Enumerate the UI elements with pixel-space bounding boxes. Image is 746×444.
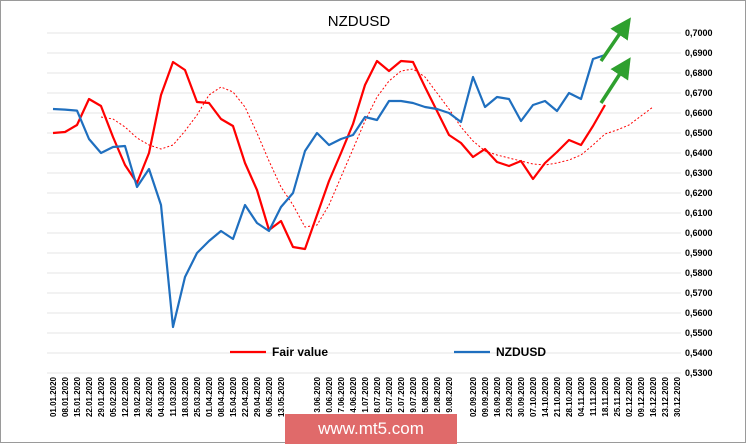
- x-tick-label: 0.06.2020: [325, 376, 334, 412]
- trend-arrows: [599, 17, 631, 104]
- x-tick-label: 29.04.2020: [253, 376, 262, 417]
- legend: Fair value NZDUSD: [230, 345, 546, 359]
- x-tick-label: 30.12.2020: [673, 376, 682, 417]
- x-tick-label: 16.12.2020: [649, 376, 658, 417]
- trend-arrow: [599, 17, 631, 62]
- y-tick-label: 0,6900: [685, 48, 713, 58]
- x-tick-label: 23.12.2020: [661, 376, 670, 417]
- series-line-fair-value: [52, 59, 606, 251]
- x-tick-label: 08.04.2020: [217, 376, 226, 417]
- y-tick-label: 0,6000: [685, 228, 713, 238]
- x-tick-label: 25.03.2020: [193, 376, 202, 417]
- x-tick-label: 23.09.2020: [505, 376, 514, 417]
- x-tick-label: 9.08.2020: [445, 376, 454, 412]
- y-tick-label: 0,5500: [685, 328, 713, 338]
- x-tick-label: 06.05.2020: [265, 376, 274, 417]
- x-tick-label: 26.02.2020: [145, 376, 154, 417]
- x-tick-label: 28.10.2020: [565, 376, 574, 417]
- watermark-banner: www.mt5.com: [285, 414, 457, 444]
- x-tick-label: 4.06.2020: [349, 376, 358, 412]
- legend-label: Fair value: [272, 345, 328, 359]
- y-tick-label: 0,6200: [685, 188, 713, 198]
- x-tick-label: 5.07.2020: [385, 376, 394, 412]
- x-tick-label: 15.01.2020: [73, 376, 82, 417]
- x-tick-label: 30.09.2020: [517, 376, 526, 417]
- series-group: [52, 53, 654, 329]
- series-line-fair-value-average: [100, 68, 654, 228]
- x-tick-label: 09.09.2020: [481, 376, 490, 417]
- y-tick-label: 0,5400: [685, 348, 713, 358]
- x-tick-label: 01.01.2020: [49, 376, 58, 417]
- x-tick-label: 13.05.2020: [277, 376, 286, 417]
- y-tick-label: 0,6800: [685, 68, 713, 78]
- x-tick-label: 21.10.2020: [553, 376, 562, 417]
- trend-arrow: [599, 57, 631, 104]
- x-tick-label: 7.06.2020: [337, 376, 346, 412]
- x-tick-label: 04.11.2020: [577, 376, 586, 416]
- x-tick-label: 5.08.2020: [421, 376, 430, 412]
- x-tick-label: 02.09.2020: [469, 376, 478, 417]
- y-tick-label: 0,6700: [685, 88, 713, 98]
- x-axis-ticks: 01.01.2020 08.01.2020 15.01.2020 22.01.2020…: [49, 376, 682, 417]
- x-tick-label: 16.09.2020: [493, 376, 502, 417]
- y-tick-label: 0,5900: [685, 248, 713, 258]
- y-tick-label: 0,5700: [685, 288, 713, 298]
- y-tick-label: 0,7000: [685, 28, 713, 38]
- x-tick-label: 04.03.2020: [157, 376, 166, 417]
- x-tick-label: 22.01.2020: [85, 376, 94, 417]
- y-tick-label: 0,5300: [685, 368, 713, 378]
- y-tick-label: 0,6300: [685, 168, 713, 178]
- x-tick-label: 11.11.2020: [589, 376, 598, 416]
- x-tick-label: 15.04.2020: [229, 376, 238, 417]
- x-tick-label: 18.11.2020: [601, 376, 610, 416]
- x-tick-label: 1.07.2020: [361, 376, 370, 412]
- x-tick-label: 14.10.2020: [541, 376, 550, 417]
- x-tick-label: 29.01.2020: [97, 376, 106, 417]
- x-tick-label: 09.12.2020: [637, 376, 646, 417]
- series-line-nzdusd: [52, 53, 606, 329]
- x-tick-label: 11.03.2020: [169, 376, 178, 416]
- legend-label: NZDUSD: [496, 345, 546, 359]
- x-tick-label: 12.02.2020: [121, 376, 130, 417]
- x-tick-label: 05.02.2020: [109, 376, 118, 417]
- x-tick-label: 01.04.2020: [205, 376, 214, 417]
- x-tick-label: 2.08.2020: [433, 376, 442, 412]
- x-tick-label: 25.11.2020: [613, 376, 622, 416]
- y-tick-label: 0,5800: [685, 268, 713, 278]
- y-tick-label: 0,6100: [685, 208, 713, 218]
- y-tick-label: 0,6400: [685, 148, 713, 158]
- chart-title: NZDUSD: [328, 13, 391, 30]
- x-tick-label: 8.07.2020: [373, 376, 382, 412]
- y-axis-ticks: 0,7000 0,6900 0,6800 0,6700 0,6600 0,6500 0,64…: [685, 28, 713, 378]
- y-tick-label: 0,5600: [685, 308, 713, 318]
- y-tick-label: 0,6600: [685, 108, 713, 118]
- x-tick-label: 18.03.2020: [181, 376, 190, 417]
- x-tick-label: 02.12.2020: [625, 376, 634, 417]
- x-tick-label: 3.06.2020: [313, 376, 322, 412]
- y-tick-label: 0,6500: [685, 128, 713, 138]
- x-tick-label: 08.01.2020: [61, 376, 70, 417]
- grid-lines: [47, 32, 681, 374]
- x-tick-label: 9.07.2020: [409, 376, 418, 412]
- x-tick-label: 19.02.2020: [133, 376, 142, 417]
- x-tick-label: 07.10.2020: [529, 376, 538, 417]
- x-tick-label: 2.07.2020: [397, 376, 406, 412]
- x-tick-label: 22.04.2020: [241, 376, 250, 417]
